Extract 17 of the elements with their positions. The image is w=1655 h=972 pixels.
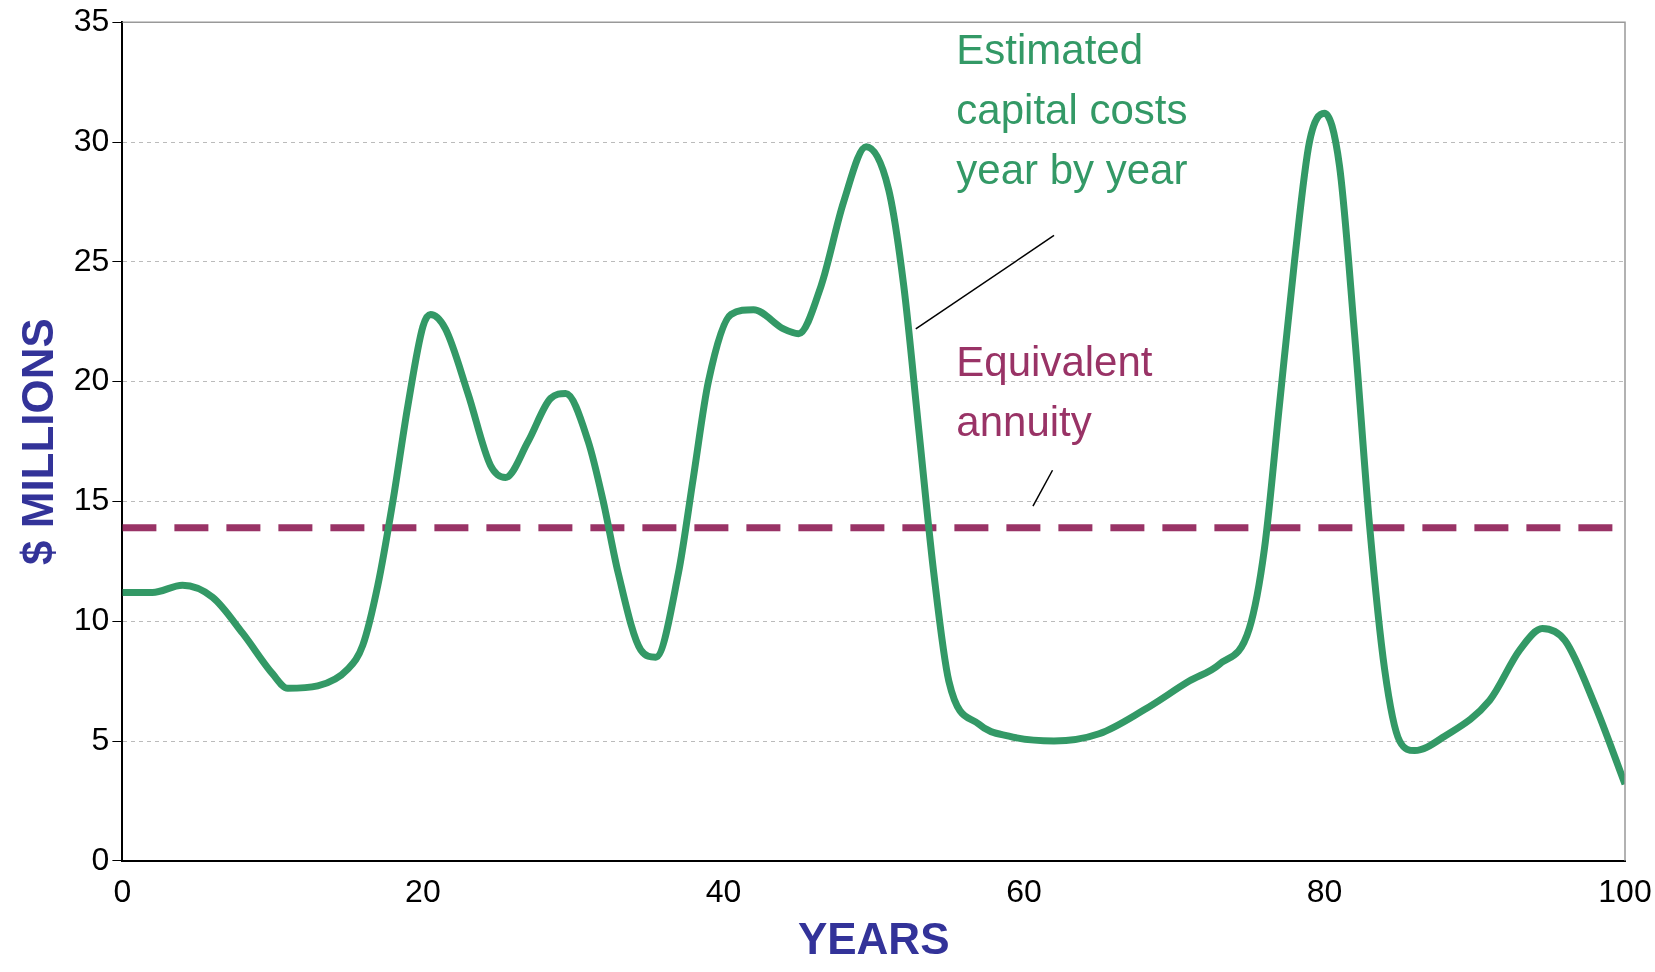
- y-axis-title: $ MILLIONS: [12, 318, 62, 565]
- x-tick-label: 80: [1306, 872, 1343, 909]
- x-tick-label: 100: [1598, 872, 1652, 909]
- y-tick-label: 35: [73, 2, 110, 39]
- y-tick-label: 5: [91, 720, 110, 757]
- y-tick-label: 30: [73, 121, 110, 158]
- y-tick-label: 10: [73, 601, 110, 638]
- series-label: Estimated capital costs year by year: [956, 26, 1188, 194]
- y-tick-label: 20: [73, 361, 110, 398]
- x-tick-label: 20: [405, 872, 441, 909]
- y-tick-label: 15: [73, 481, 110, 518]
- y-tick-label: 0: [91, 840, 110, 877]
- x-tick-label: 60: [1006, 872, 1042, 909]
- x-axis-title: YEARS: [797, 913, 950, 963]
- series-label: Equivalent annuity: [956, 337, 1153, 445]
- x-tick-label: 40: [705, 872, 742, 909]
- y-tick-label: 25: [73, 241, 110, 278]
